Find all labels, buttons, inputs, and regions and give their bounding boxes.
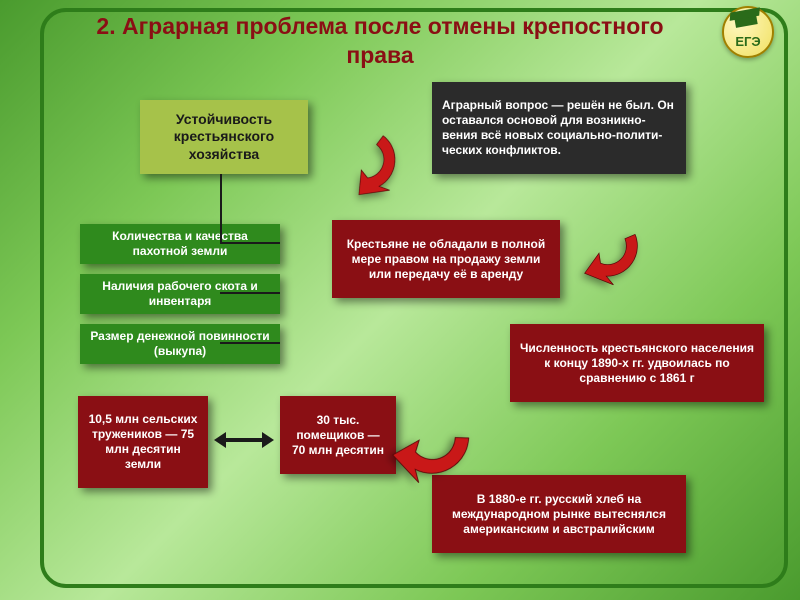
connector-h2 bbox=[220, 292, 280, 294]
connector-h3 bbox=[220, 342, 280, 344]
box-peasants: Крестьяне не обладали в полной мере прав… bbox=[332, 220, 560, 298]
bidirectional-arrow bbox=[224, 438, 264, 442]
box-agrarian: Аграрный вопрос — решён не был. Он остав… bbox=[432, 82, 686, 174]
box-money: Размер денежной повинности (выкупа) bbox=[80, 324, 280, 364]
box-sustain: Устойчивость крестьянского хозяйства bbox=[140, 100, 308, 174]
curved-arrow-1 bbox=[325, 117, 423, 215]
box-livestock: Наличия рабочего скота и инвентаря bbox=[80, 274, 280, 314]
connector-vertical bbox=[220, 174, 222, 242]
logo-badge: ЕГЭ bbox=[722, 6, 782, 66]
box-quality: Количества и качества пахотной земли bbox=[80, 224, 280, 264]
slide-title: 2. Аграрная проблема после отмены крепос… bbox=[60, 12, 700, 70]
box-population: Численность крестьянского населения к ко… bbox=[510, 324, 764, 402]
box-workers: 10,5 млн сельских тружеников — 75 млн де… bbox=[78, 396, 208, 488]
connector-h1 bbox=[220, 242, 280, 244]
box-bread: В 1880-е гг. русский хлеб на международн… bbox=[432, 475, 686, 553]
curved-arrow-2 bbox=[576, 220, 648, 292]
logo-text: ЕГЭ bbox=[735, 34, 760, 49]
